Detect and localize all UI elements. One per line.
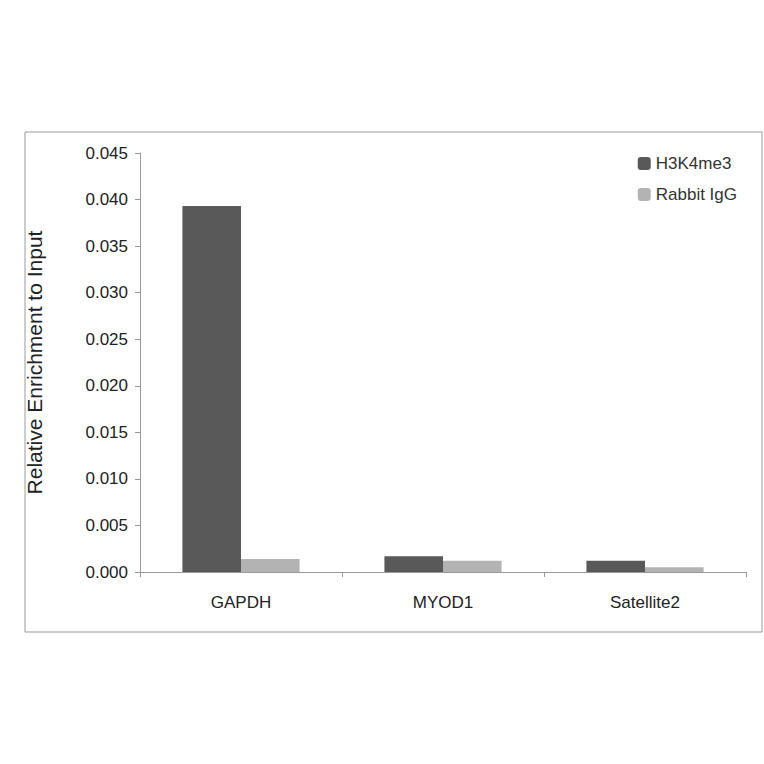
svg-text:0.000: 0.000 (85, 563, 128, 582)
svg-text:MYOD1: MYOD1 (413, 593, 473, 612)
svg-text:0.005: 0.005 (85, 516, 128, 535)
svg-text:H3K4me3: H3K4me3 (656, 154, 732, 173)
svg-text:0.010: 0.010 (85, 469, 128, 488)
svg-text:0.020: 0.020 (85, 376, 128, 395)
svg-text:Rabbit IgG: Rabbit IgG (656, 185, 737, 204)
svg-text:0.015: 0.015 (85, 423, 128, 442)
svg-text:GAPDH: GAPDH (211, 593, 271, 612)
svg-text:Relative Enrichment to Input: Relative Enrichment to Input (23, 230, 46, 494)
svg-text:Satellite2: Satellite2 (610, 593, 680, 612)
svg-text:0.025: 0.025 (85, 330, 128, 349)
svg-text:0.045: 0.045 (85, 144, 128, 163)
svg-text:0.030: 0.030 (85, 283, 128, 302)
svg-text:0.035: 0.035 (85, 237, 128, 256)
svg-text:0.040: 0.040 (85, 190, 128, 209)
